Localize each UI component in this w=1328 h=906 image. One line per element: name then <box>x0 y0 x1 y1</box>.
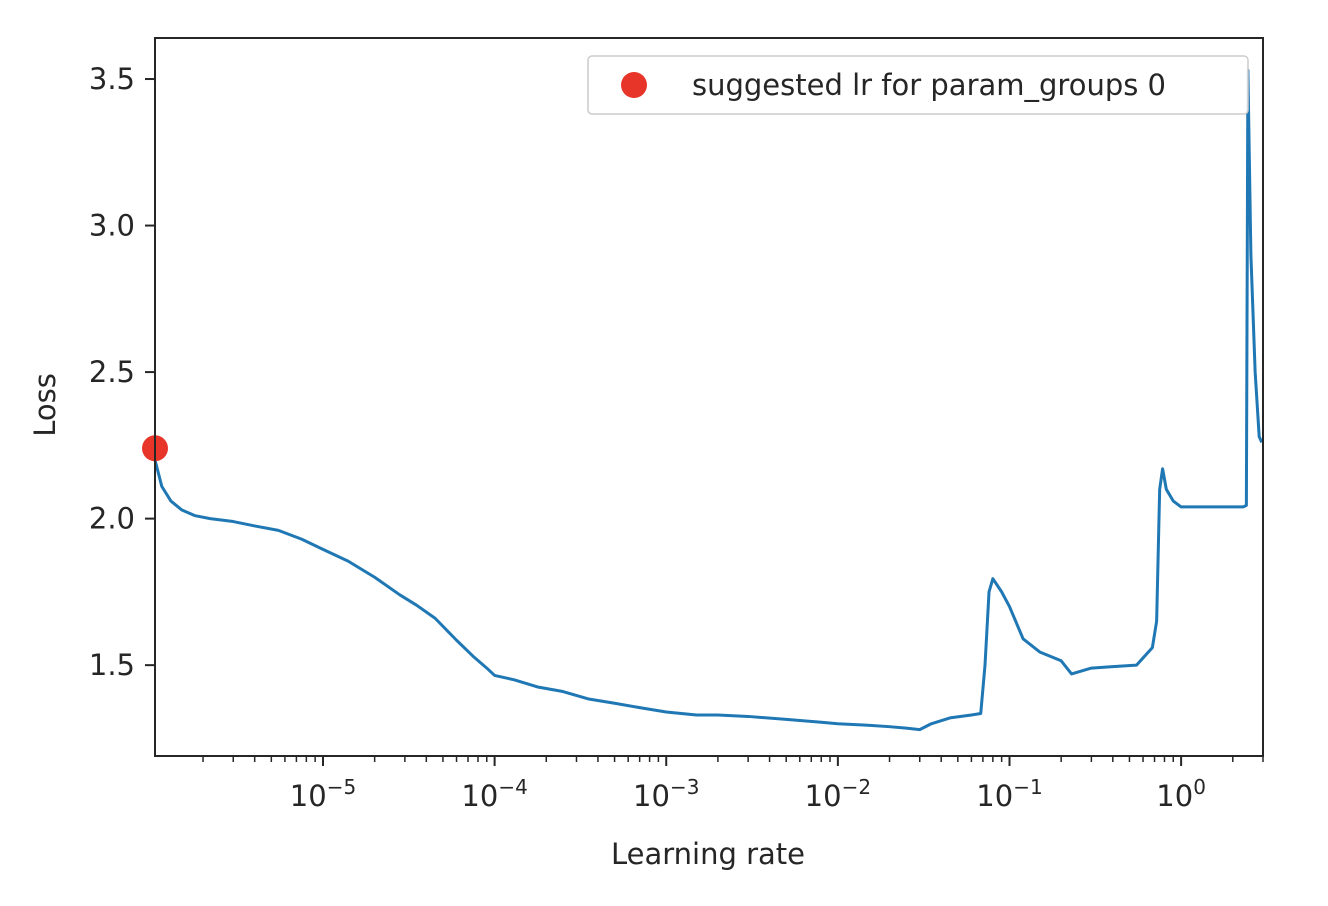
x-tick-label: 10−5 <box>290 775 356 813</box>
x-major-ticks: 10−5 10−4 10−3 10−2 10−1 100 <box>290 756 1206 813</box>
x-tick-label: 100 <box>1156 775 1206 813</box>
legend: suggested lr for param_groups 0 <box>587 55 1249 115</box>
y-tick-label: 3.5 <box>89 62 135 96</box>
x-axis-label: Learning rate <box>611 837 805 871</box>
legend-box <box>587 55 1249 115</box>
x-tick-label: 10−2 <box>805 775 871 813</box>
x-tick-label: 10−4 <box>461 775 527 813</box>
y-tick-label: 3.0 <box>89 209 135 243</box>
plot-frame <box>154 37 1264 757</box>
x-tick-label: 10−1 <box>976 775 1042 813</box>
legend-marker-icon <box>621 72 647 98</box>
y-tick-label: 1.5 <box>89 648 135 682</box>
y-tick-label: 2.5 <box>89 355 135 389</box>
loss-curve <box>153 68 1264 732</box>
y-tick-label: 2.0 <box>89 502 135 536</box>
x-tick-label: 10−3 <box>633 775 699 813</box>
plot-background <box>155 38 1263 756</box>
y-axis-label: Loss <box>28 373 62 437</box>
y-ticks: 1.5 2.0 2.5 3.0 3.5 <box>89 62 155 682</box>
legend-label: suggested lr for param_groups 0 <box>692 68 1166 102</box>
